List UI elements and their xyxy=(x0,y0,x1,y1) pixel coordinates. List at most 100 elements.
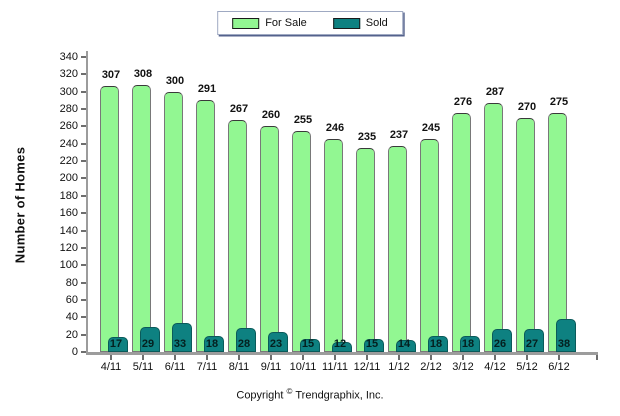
y-tick-label: 60 xyxy=(65,293,78,306)
y-tick-label: 240 xyxy=(59,137,78,150)
copyright-symbol: © xyxy=(286,387,293,396)
for-sale-value-label: 246 xyxy=(325,122,345,134)
y-tick xyxy=(81,142,86,145)
x-tick-label: 8/11 xyxy=(228,361,250,373)
sold-value-label: 18 xyxy=(461,338,475,350)
y-tick-label: 180 xyxy=(59,189,78,202)
y-tick xyxy=(81,90,86,93)
y-axis-title: Number of Homes xyxy=(12,146,28,264)
for-sale-bar xyxy=(228,120,247,352)
x-tick xyxy=(462,355,464,360)
for-sale-value-label: 276 xyxy=(453,96,473,108)
sold-value-label: 38 xyxy=(557,338,571,350)
for-sale-value-label: 270 xyxy=(517,101,537,113)
y-tick xyxy=(81,351,86,353)
y-tick xyxy=(81,298,86,301)
for-sale-value-label: 260 xyxy=(261,109,281,121)
x-tick xyxy=(366,355,368,360)
x-tick xyxy=(110,355,112,360)
x-tick-label: 7/11 xyxy=(196,361,218,373)
x-tick-label: 3/12 xyxy=(452,361,474,373)
x-tick xyxy=(142,355,144,360)
for-sale-bar xyxy=(260,126,279,352)
x-tick-label: 6/12 xyxy=(548,361,570,373)
copyright-note: Copyright © Trendgraphix, Inc. xyxy=(0,387,620,402)
y-axis-line xyxy=(86,51,88,355)
x-tick-label: 5/12 xyxy=(516,361,538,373)
y-tick-label: 280 xyxy=(59,103,78,116)
copyright-company: Trendgraphix, Inc. xyxy=(295,389,384,402)
for-sale-value-label: 235 xyxy=(357,131,377,143)
x-tick-label: 4/11 xyxy=(100,361,122,373)
sold-value-label: 33 xyxy=(173,338,187,350)
sold-bar xyxy=(492,329,512,352)
for-sale-value-label: 287 xyxy=(485,86,505,98)
y-tick xyxy=(81,264,86,267)
for-sale-bar xyxy=(388,146,407,352)
x-tick xyxy=(238,355,240,360)
for-sale-bar xyxy=(164,92,183,352)
y-tick xyxy=(81,212,86,215)
sold-value-label: 17 xyxy=(109,338,123,350)
x-tick xyxy=(526,355,528,360)
for-sale-value-label: 255 xyxy=(293,114,313,126)
y-tick xyxy=(81,281,86,284)
y-tick xyxy=(81,125,86,128)
sold-bar xyxy=(300,339,320,352)
sold-value-label: 12 xyxy=(333,338,347,350)
x-tick-label: 4/12 xyxy=(484,361,506,373)
x-tick xyxy=(334,355,336,360)
x-tick xyxy=(398,355,400,360)
sold-value-label: 18 xyxy=(429,338,443,350)
for-sale-bar xyxy=(292,131,311,352)
y-tick-label: 160 xyxy=(59,207,78,220)
y-tick-label: 320 xyxy=(59,68,78,81)
y-tick xyxy=(81,108,86,111)
sold-value-label: 15 xyxy=(365,338,379,350)
sold-bar xyxy=(460,336,480,352)
sold-legend-label: Sold xyxy=(365,16,388,29)
sold-bar xyxy=(524,329,544,352)
sold-value-label: 29 xyxy=(141,338,155,350)
y-tick-label: 260 xyxy=(59,120,78,133)
x-tick-label: 12/11 xyxy=(353,361,381,373)
y-tick-label: 20 xyxy=(65,328,78,341)
y-tick-label: 220 xyxy=(59,155,78,168)
sold-bar xyxy=(204,336,224,352)
sold-value-label: 28 xyxy=(237,338,251,350)
x-axis-end-tick xyxy=(596,355,598,360)
for-sale-bar xyxy=(484,103,503,352)
x-tick-label: 5/11 xyxy=(132,361,154,373)
sold-bar xyxy=(236,328,256,352)
copyright-prefix: Copyright xyxy=(236,389,284,402)
y-tick xyxy=(81,246,86,249)
for-sale-value-label: 237 xyxy=(389,129,409,141)
y-tick-label: 140 xyxy=(59,224,78,237)
for-sale-legend-label: For Sale xyxy=(265,16,307,29)
x-tick-label: 11/11 xyxy=(322,361,348,373)
for-sale-swatch-icon xyxy=(232,17,260,29)
x-tick xyxy=(430,355,432,360)
y-tick-label: 40 xyxy=(65,311,78,324)
sold-value-label: 26 xyxy=(493,338,507,350)
y-tick-label: 200 xyxy=(59,172,78,185)
for-sale-bar xyxy=(132,85,151,352)
x-tick-label: 2/12 xyxy=(420,361,442,373)
x-tick-label: 10/11 xyxy=(289,361,317,373)
for-sale-value-label: 291 xyxy=(197,83,217,95)
y-tick xyxy=(81,177,86,180)
sold-bar xyxy=(140,327,160,352)
y-tick xyxy=(81,194,86,197)
x-tick xyxy=(302,355,304,360)
for-sale-value-label: 308 xyxy=(133,68,153,80)
x-tick xyxy=(494,355,496,360)
x-tick xyxy=(558,355,560,360)
sold-value-label: 18 xyxy=(205,338,219,350)
y-tick-label: 300 xyxy=(59,85,78,98)
sold-value-label: 27 xyxy=(525,338,539,350)
y-tick-label: 100 xyxy=(59,259,78,272)
sold-bar xyxy=(268,332,288,352)
for-sale-bar xyxy=(452,113,471,352)
sold-value-label: 23 xyxy=(269,338,283,350)
for-sale-bar xyxy=(356,148,375,352)
